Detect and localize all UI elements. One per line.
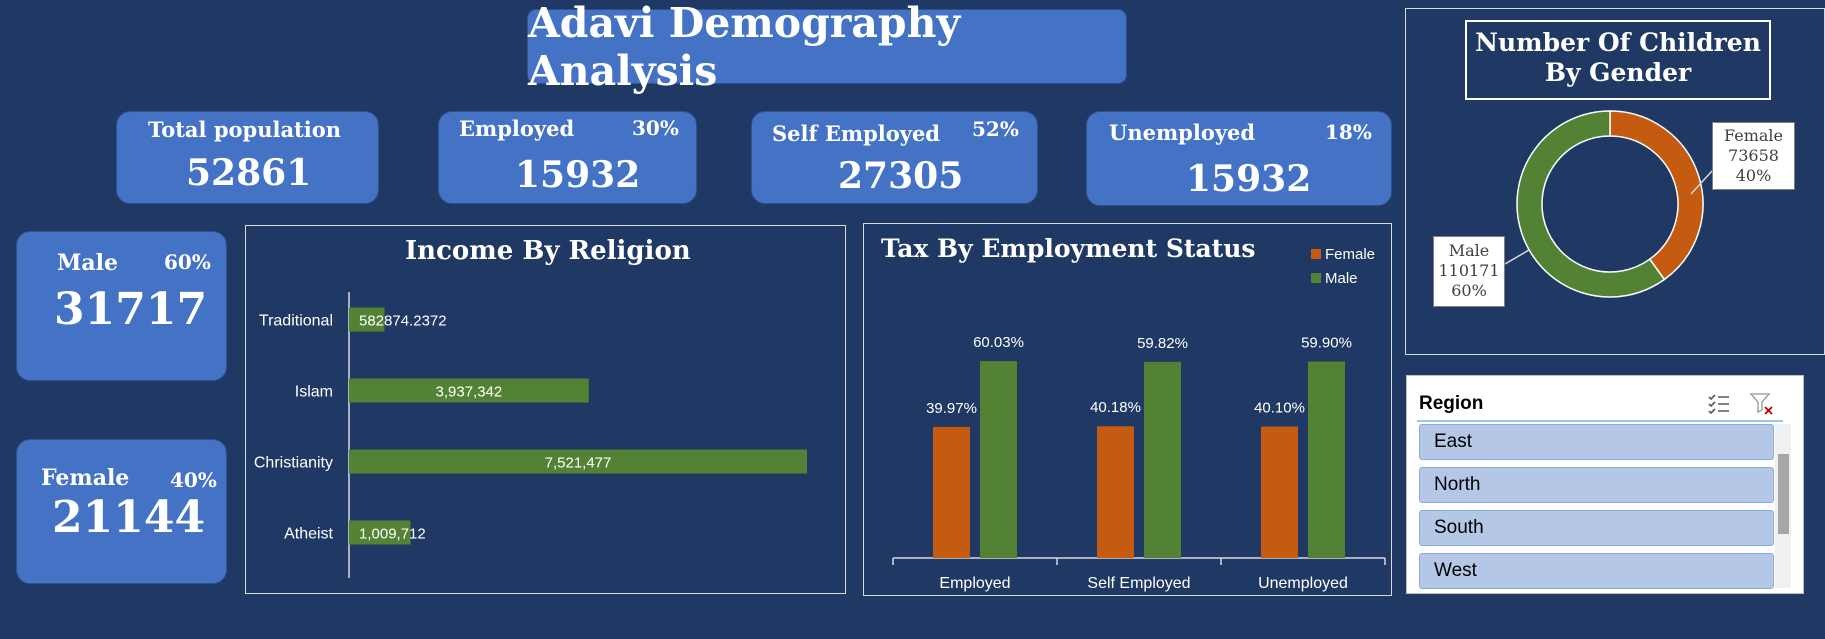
tax-legend-swatch-male bbox=[1311, 273, 1321, 283]
tax-chart-title: Tax By Employment Status bbox=[881, 234, 1256, 263]
slicer-title: Region bbox=[1419, 393, 1484, 414]
tax-legend-swatch-female bbox=[1311, 249, 1321, 259]
female-percent: 40% bbox=[170, 468, 217, 492]
children-chart-title-line2: By Gender bbox=[1544, 58, 1692, 87]
donut-slice-female bbox=[1609, 110, 1704, 281]
slicer-scroll-thumb[interactable] bbox=[1778, 454, 1789, 534]
unemployed-percent: 18% bbox=[1325, 120, 1372, 144]
tax-data-label-female-0: 39.97% bbox=[926, 400, 977, 417]
female-slice-name: Female bbox=[1724, 126, 1783, 145]
tax-data-label-male-2: 59.90% bbox=[1301, 335, 1352, 352]
self-employed-percent: 52% bbox=[972, 117, 1019, 141]
self-employed-label: Self Employed bbox=[772, 121, 940, 146]
income-data-label-0: 582874.2372 bbox=[359, 313, 447, 330]
tax-data-label-male-1: 59.82% bbox=[1137, 335, 1188, 352]
slicer-item-east[interactable]: East bbox=[1419, 424, 1774, 460]
male-label: Male bbox=[57, 250, 118, 276]
male-slice-name: Male bbox=[1448, 241, 1490, 260]
income-chart-title: Income By Religion bbox=[405, 236, 691, 266]
clear-filter-icon[interactable] bbox=[1749, 391, 1775, 417]
slicer-item-west[interactable]: West bbox=[1419, 553, 1774, 589]
income-bar-0 bbox=[349, 307, 385, 332]
male-percent: 60% bbox=[164, 250, 211, 274]
tax-bar-female-1 bbox=[1097, 426, 1134, 558]
female-slice-value: 73658 bbox=[1728, 146, 1779, 165]
tax-legend-label-male: Male bbox=[1325, 270, 1358, 287]
employed-percent: 30% bbox=[632, 116, 679, 140]
tax-bar-male-0 bbox=[980, 361, 1017, 558]
male-slice-pct: 60% bbox=[1451, 281, 1487, 300]
tax-bar-male-1 bbox=[1144, 361, 1181, 558]
unemployed-label: Unemployed bbox=[1109, 120, 1256, 145]
multi-select-icon[interactable] bbox=[1707, 392, 1731, 416]
female-slice-label: Female 73658 40% bbox=[1712, 122, 1795, 190]
self-employed-card: Self Employed 52% 27305 bbox=[751, 111, 1038, 204]
children-chart-title-line1: Number Of Children bbox=[1475, 28, 1761, 57]
tax-data-label-male-0: 60.03% bbox=[973, 334, 1024, 351]
children-by-gender-panel: Number Of Children By Gender Female 7365… bbox=[1405, 8, 1825, 355]
income-bar-3 bbox=[349, 520, 411, 545]
female-leader-line bbox=[1690, 170, 1713, 195]
total-population-label: Total population bbox=[148, 117, 341, 142]
employed-card: Employed 30% 15932 bbox=[438, 111, 697, 204]
slicer-header: Region bbox=[1417, 386, 1783, 422]
total-population-value: 52861 bbox=[186, 152, 312, 194]
income-category-label-3: Atheist bbox=[284, 526, 333, 543]
female-value: 21144 bbox=[52, 492, 206, 543]
employed-value: 15932 bbox=[515, 154, 641, 196]
female-card: Female 40% 21144 bbox=[16, 439, 227, 584]
male-card: Male 60% 31717 bbox=[16, 231, 227, 381]
income-data-label-3: 1,009,712 bbox=[359, 526, 426, 543]
self-employed-value: 27305 bbox=[838, 155, 964, 197]
female-label: Female bbox=[41, 465, 130, 491]
tax-by-employment-chart: Employed 39.97% 60.03% Self Employed 40.18% 5… bbox=[892, 246, 1386, 592]
income-category-label-2: Christianity bbox=[254, 455, 333, 472]
income-by-religion-chart: Traditional 582874.2372 Islam 3,937,342 Chri… bbox=[254, 292, 807, 578]
donut-slice-male bbox=[1516, 110, 1666, 298]
tax-legend-label-female: Female bbox=[1325, 246, 1375, 263]
income-bar-1 bbox=[349, 378, 589, 403]
income-category-label-0: Traditional bbox=[259, 313, 333, 330]
dashboard-title: Adavi Demography Analysis bbox=[527, 0, 1127, 95]
children-donut-chart bbox=[1504, 110, 1713, 298]
tax-data-label-female-1: 40.18% bbox=[1090, 399, 1141, 416]
income-data-label-2: 7,521,477 bbox=[545, 455, 612, 472]
male-slice-value: 110171 bbox=[1438, 261, 1500, 280]
tax-data-label-female-2: 40.10% bbox=[1254, 399, 1305, 416]
tax-bar-female-0 bbox=[933, 426, 970, 558]
tax-category-label-0: Employed bbox=[939, 575, 1010, 592]
unemployed-value: 15932 bbox=[1186, 158, 1312, 200]
income-data-label-1: 3,937,342 bbox=[436, 384, 503, 401]
unemployed-card: Unemployed 18% 15932 bbox=[1086, 111, 1392, 206]
income-bar-2 bbox=[349, 449, 807, 474]
slicer-item-south[interactable]: South bbox=[1419, 510, 1774, 546]
income-category-label-1: Islam bbox=[295, 384, 333, 401]
income-by-religion-panel: Income By Religion Traditional 582874.237… bbox=[245, 225, 846, 594]
male-slice-label: Male 110171 60% bbox=[1433, 236, 1505, 307]
tax-by-employment-panel: Tax By Employment Status Employed 39.97% 6… bbox=[863, 223, 1392, 596]
region-slicer: Region East North South West bbox=[1406, 375, 1804, 594]
total-population-card: Total population 52861 bbox=[116, 111, 379, 204]
employed-label: Employed bbox=[459, 116, 575, 141]
slicer-item-north[interactable]: North bbox=[1419, 467, 1774, 503]
male-value: 31717 bbox=[54, 284, 208, 335]
tax-bar-female-2 bbox=[1261, 426, 1298, 558]
tax-bar-male-2 bbox=[1308, 361, 1345, 558]
children-chart-title-box: Number Of Children By Gender bbox=[1465, 20, 1771, 100]
tax-category-label-1: Self Employed bbox=[1087, 575, 1190, 592]
male-leader-line bbox=[1504, 249, 1530, 265]
tax-category-label-2: Unemployed bbox=[1258, 575, 1348, 592]
female-slice-pct: 40% bbox=[1735, 166, 1772, 185]
slicer-scrollbar[interactable] bbox=[1775, 424, 1791, 588]
